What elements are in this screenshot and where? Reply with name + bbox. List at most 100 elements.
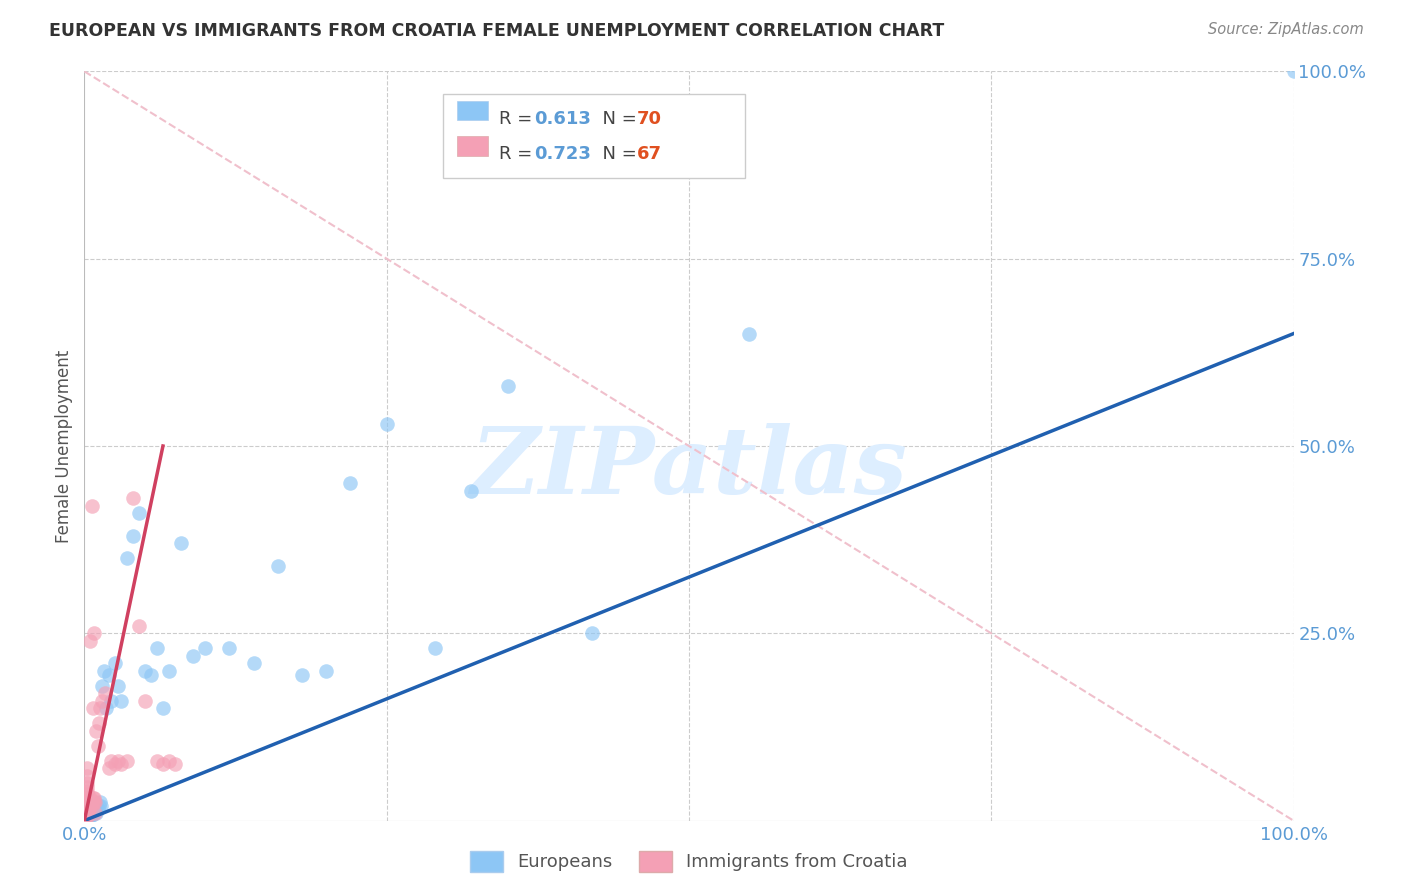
Point — [76, 783, 98, 797]
Point — [460, 483, 482, 498]
Point — [77, 791, 100, 805]
Point — [76, 805, 98, 819]
Point — [80, 807, 103, 822]
Point — [152, 701, 174, 715]
Point — [107, 679, 129, 693]
Point — [77, 806, 100, 821]
Point — [80, 798, 103, 813]
Point — [79, 798, 101, 813]
Point — [86, 806, 108, 821]
Y-axis label: Female Unemployment: Female Unemployment — [55, 350, 73, 542]
Point — [76, 810, 98, 824]
Point — [84, 795, 107, 809]
Point — [80, 805, 103, 819]
Point — [91, 694, 114, 708]
Text: N =: N = — [591, 145, 643, 163]
Point — [146, 754, 169, 768]
Point — [89, 795, 111, 809]
Point — [75, 806, 97, 821]
Text: ZIPatlas: ZIPatlas — [471, 424, 907, 514]
Point — [100, 694, 122, 708]
Point — [75, 807, 97, 822]
Point — [194, 641, 217, 656]
Point — [76, 806, 98, 821]
Point — [104, 657, 127, 671]
Point — [84, 805, 107, 819]
Point — [76, 788, 98, 802]
Point — [75, 810, 97, 824]
Point — [75, 795, 97, 809]
Point — [75, 802, 97, 816]
Point — [375, 417, 398, 431]
Point — [76, 769, 98, 783]
Point — [80, 795, 103, 809]
Point — [80, 806, 103, 821]
Point — [107, 754, 129, 768]
Point — [82, 806, 104, 821]
Point — [77, 802, 100, 816]
Point — [146, 641, 169, 656]
Text: R =: R = — [499, 145, 538, 163]
Point — [83, 791, 105, 805]
Point — [77, 806, 100, 821]
Point — [82, 701, 104, 715]
Point — [79, 791, 101, 805]
Point — [89, 701, 111, 715]
Point — [83, 806, 105, 821]
Point — [77, 798, 100, 813]
Point — [75, 807, 97, 822]
Point — [76, 807, 98, 822]
Point — [77, 805, 100, 819]
Point — [82, 795, 104, 809]
Point — [76, 810, 98, 824]
Point — [76, 761, 98, 775]
Point — [104, 757, 127, 772]
Point — [77, 805, 100, 819]
Point — [87, 798, 110, 813]
Point — [218, 641, 240, 656]
Point — [76, 802, 98, 816]
Point — [93, 664, 115, 678]
Point — [121, 491, 143, 506]
Point — [115, 551, 138, 566]
Point — [79, 807, 101, 822]
Point — [1282, 64, 1305, 78]
Point — [76, 807, 98, 822]
Point — [91, 679, 114, 693]
Point — [121, 529, 143, 543]
Point — [76, 805, 98, 819]
Text: 67: 67 — [637, 145, 662, 163]
Point — [77, 806, 100, 821]
Point — [76, 780, 98, 794]
Point — [94, 686, 117, 700]
Point — [76, 806, 98, 821]
Point — [77, 807, 100, 822]
Point — [76, 798, 98, 813]
Point — [76, 795, 98, 809]
Point — [157, 754, 180, 768]
Point — [77, 791, 100, 805]
Point — [100, 754, 122, 768]
Point — [87, 716, 110, 731]
Point — [115, 754, 138, 768]
Point — [110, 757, 132, 772]
Point — [77, 795, 100, 809]
Point — [90, 798, 112, 813]
Point — [86, 739, 108, 753]
Point — [128, 507, 150, 521]
Point — [97, 761, 120, 775]
Point — [75, 798, 97, 813]
Point — [79, 805, 101, 819]
Point — [134, 664, 156, 678]
Point — [77, 807, 100, 822]
Point — [77, 810, 100, 824]
Point — [75, 805, 97, 819]
Point — [86, 723, 108, 738]
Point — [86, 802, 108, 816]
Point — [738, 326, 761, 341]
Point — [82, 805, 104, 819]
Point — [165, 757, 187, 772]
Point — [76, 800, 98, 814]
Point — [77, 802, 100, 816]
Point — [152, 757, 174, 772]
